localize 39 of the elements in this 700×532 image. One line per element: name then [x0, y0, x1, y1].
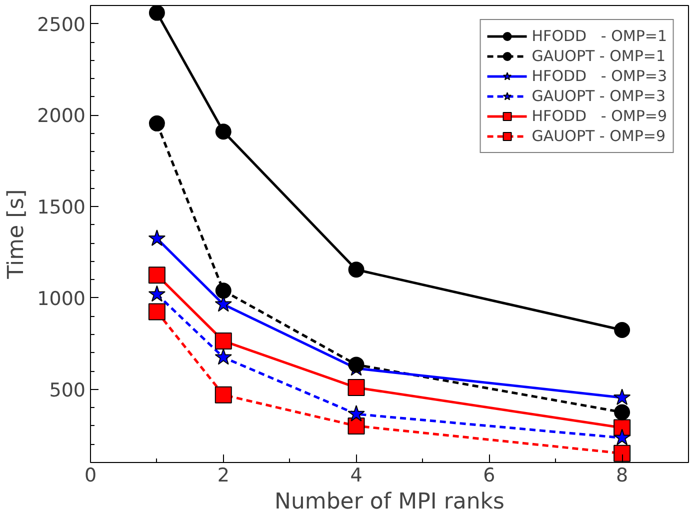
point [148, 303, 166, 320]
legend-label: HFODD - OMP=3 [532, 66, 667, 86]
point [215, 124, 232, 140]
y-tick-label: 1000 [37, 288, 86, 310]
point [613, 428, 631, 446]
y-tick-label: 2000 [37, 105, 86, 128]
legend-label: GAUOPT - OMP=9 [532, 126, 666, 146]
x-tick-label: 4 [350, 464, 362, 486]
point [214, 332, 232, 350]
point [215, 282, 232, 299]
point [148, 266, 166, 284]
point [214, 386, 232, 404]
point [614, 322, 630, 338]
point [148, 285, 166, 302]
point [613, 388, 631, 405]
x-tick-label: 2 [217, 464, 230, 486]
point [614, 404, 630, 420]
y-tick-label: 500 [49, 379, 86, 402]
y-tick-label: 1500 [37, 196, 86, 219]
x-tick-label: 6 [483, 464, 496, 486]
y-tick-label: 2500 [37, 14, 86, 36]
legend-label: GAUOPT - OMP=1 [532, 46, 666, 66]
x-axis-title: Number of MPI ranks [274, 490, 504, 514]
legend-label: HFODD - OMP=1 [532, 26, 667, 46]
point [348, 379, 365, 396]
point [614, 444, 631, 462]
point [148, 6, 165, 21]
x-tick-label: 8 [616, 464, 628, 486]
y-axis-title: Time [s] [4, 189, 30, 280]
point [348, 417, 365, 434]
point [214, 348, 232, 365]
point [148, 115, 165, 132]
point [148, 230, 166, 246]
point [348, 405, 365, 422]
point [348, 262, 364, 278]
x-tick-label: 0 [84, 464, 97, 486]
point [348, 356, 364, 373]
legend-label: HFODD - OMP=9 [532, 106, 667, 126]
legend-label: GAUOPT - OMP=3 [532, 86, 666, 106]
